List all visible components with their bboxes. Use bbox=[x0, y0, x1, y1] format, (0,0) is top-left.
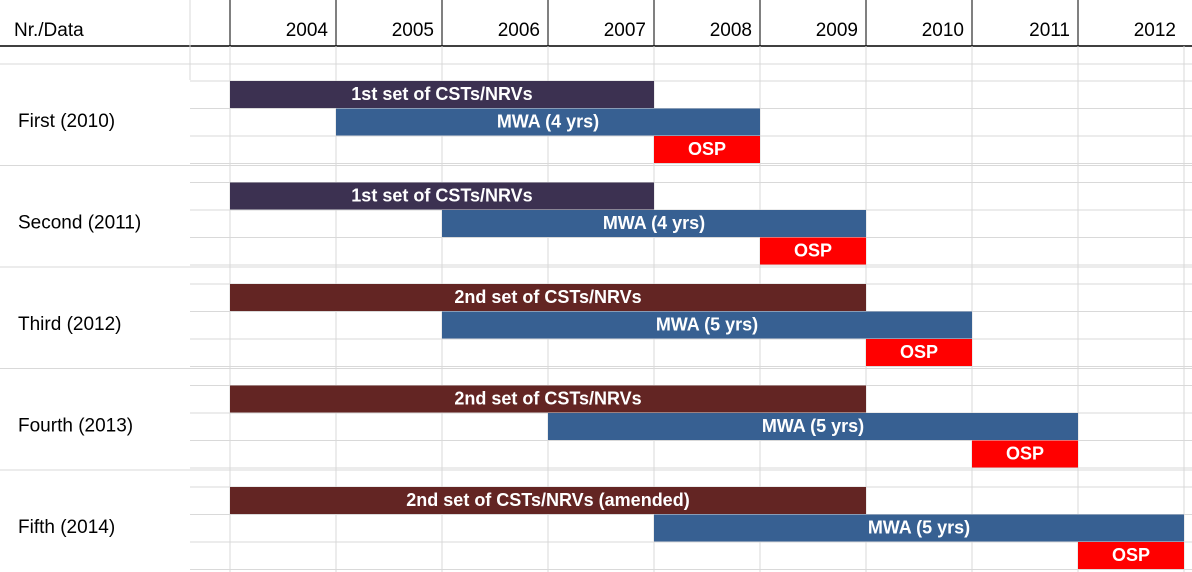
group-label: Fifth (2014) bbox=[18, 517, 115, 538]
bar bbox=[866, 339, 972, 366]
bar bbox=[230, 182, 654, 210]
year-label: 2004 bbox=[286, 20, 329, 41]
year-label: 2007 bbox=[604, 20, 646, 41]
bar bbox=[548, 413, 1078, 440]
group-label: First (2010) bbox=[18, 111, 115, 132]
bar bbox=[230, 385, 866, 413]
bar-label: OSP bbox=[1006, 443, 1044, 463]
bar-label: OSP bbox=[688, 139, 726, 159]
bar bbox=[230, 284, 866, 311]
year-label: 2010 bbox=[922, 20, 964, 41]
bar-label: OSP bbox=[794, 240, 832, 260]
bar bbox=[336, 108, 760, 136]
bar-label: MWA (4 yrs) bbox=[603, 213, 705, 233]
bar-label: 1st set of CSTs/NRVs bbox=[351, 84, 532, 104]
bar bbox=[442, 210, 866, 237]
bar bbox=[230, 487, 866, 514]
bar-label: 2nd set of CSTs/NRVs bbox=[454, 388, 641, 408]
bar-label: MWA (4 yrs) bbox=[497, 111, 599, 131]
bar-label: 1st set of CSTs/NRVs bbox=[351, 185, 532, 205]
year-label: 2008 bbox=[710, 20, 752, 41]
bar bbox=[760, 237, 866, 265]
bar bbox=[654, 136, 760, 163]
bar-label: MWA (5 yrs) bbox=[868, 517, 970, 537]
year-label: 2011 bbox=[1029, 20, 1070, 41]
year-label: 2009 bbox=[816, 20, 858, 41]
bar-label: 2nd set of CSTs/NRVs (amended) bbox=[406, 490, 689, 510]
bar bbox=[972, 440, 1078, 468]
bar-label: OSP bbox=[900, 342, 938, 362]
year-label: 2012 bbox=[1134, 20, 1176, 41]
year-label: 2006 bbox=[498, 20, 540, 41]
group-label: Fourth (2013) bbox=[18, 416, 133, 437]
bar bbox=[654, 514, 1184, 542]
group-label: Third (2012) bbox=[18, 314, 122, 335]
bar-label: OSP bbox=[1112, 545, 1150, 565]
bar bbox=[230, 81, 654, 108]
bar-label: MWA (5 yrs) bbox=[656, 314, 758, 334]
group-label: Second (2011) bbox=[18, 213, 141, 234]
bar-label: 2nd set of CSTs/NRVs bbox=[454, 287, 641, 307]
year-label: 2005 bbox=[392, 20, 434, 41]
bar-label: MWA (5 yrs) bbox=[762, 416, 864, 436]
bar bbox=[442, 311, 972, 339]
bar bbox=[1078, 542, 1184, 569]
header-label: Nr./Data bbox=[14, 20, 84, 41]
